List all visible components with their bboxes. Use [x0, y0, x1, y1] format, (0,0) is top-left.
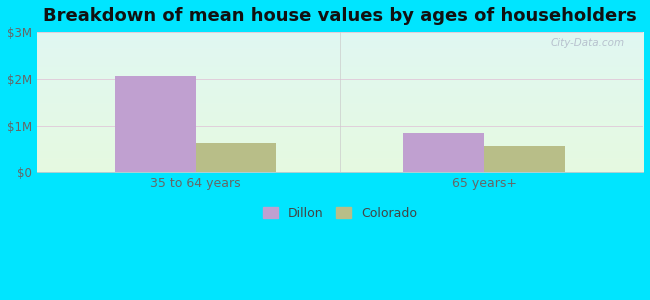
Bar — [404, 133, 484, 172]
Bar — [484, 146, 565, 172]
Bar — [115, 76, 196, 172]
Bar — [196, 143, 276, 172]
Legend: Dillon, Colorado: Dillon, Colorado — [258, 202, 422, 225]
Text: City-Data.com: City-Data.com — [551, 38, 625, 48]
Title: Breakdown of mean house values by ages of householders: Breakdown of mean house values by ages o… — [43, 7, 637, 25]
